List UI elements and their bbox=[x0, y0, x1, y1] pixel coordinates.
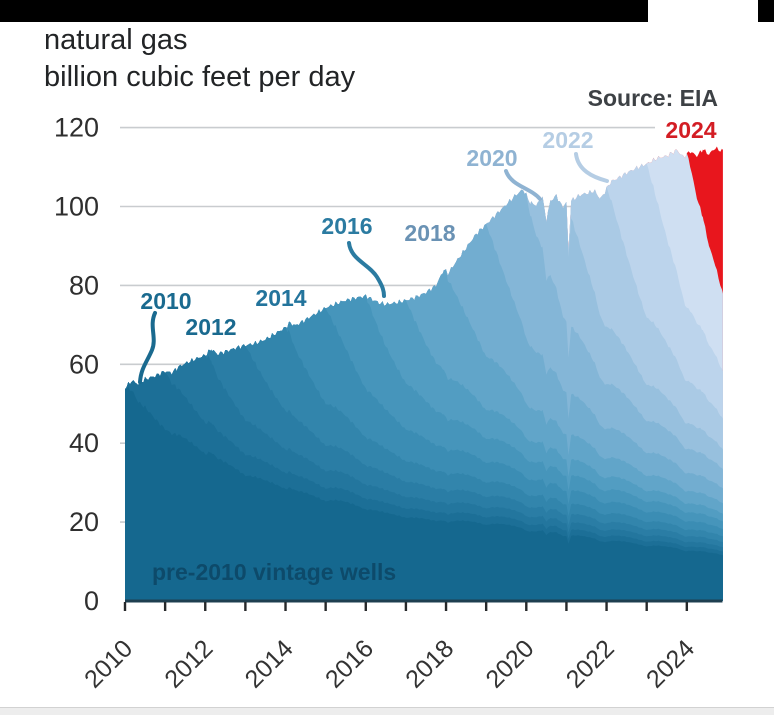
y-tick-label-80: 80 bbox=[69, 270, 99, 300]
bottom-gray-bar bbox=[0, 707, 774, 715]
y-tick-label-20: 20 bbox=[69, 507, 99, 537]
vintage-callout-2024: 2024 bbox=[665, 117, 716, 143]
vintage-callout-2016: 2016 bbox=[321, 213, 372, 239]
x-tick-label-2012: 2012 bbox=[159, 634, 218, 693]
vintage-callout-2010: 2010 bbox=[140, 288, 191, 314]
vintage-callout-2022: 2022 bbox=[542, 127, 593, 153]
leader-2022 bbox=[574, 152, 609, 183]
area-layers bbox=[125, 146, 723, 601]
y-tick-label-40: 40 bbox=[69, 428, 99, 458]
source-label: Source: EIA bbox=[588, 85, 718, 111]
top-right-black-block bbox=[758, 0, 774, 22]
chart-title: natural gas bbox=[44, 24, 188, 56]
x-tick-label-2016: 2016 bbox=[320, 634, 379, 693]
x-tick-label-2020: 2020 bbox=[480, 634, 539, 693]
x-tick-label-2010: 2010 bbox=[79, 634, 138, 693]
vintage-callout-2014: 2014 bbox=[255, 285, 306, 311]
vintage-callout-2018: 2018 bbox=[404, 220, 455, 246]
top-black-bar bbox=[0, 0, 648, 22]
y-tick-label-60: 60 bbox=[69, 349, 99, 379]
vintage-callout-2012: 2012 bbox=[185, 314, 236, 340]
vintage-callout-2020: 2020 bbox=[466, 145, 517, 171]
x-tick-label-2014: 2014 bbox=[240, 634, 299, 693]
x-tick-label-2018: 2018 bbox=[400, 634, 459, 693]
pre-2010-annotation: pre-2010 vintage wells bbox=[152, 559, 396, 585]
x-tick-label-2024: 2024 bbox=[641, 634, 700, 693]
leader-2016 bbox=[347, 241, 386, 298]
y-tick-label-0: 0 bbox=[84, 586, 99, 616]
y-tick-label-120: 120 bbox=[54, 113, 99, 143]
leader-2010 bbox=[138, 311, 157, 384]
callout-leader-lines bbox=[138, 152, 609, 384]
x-tick-label-2022: 2022 bbox=[561, 634, 620, 693]
leader-2020 bbox=[504, 169, 542, 201]
area-layer-pre-2010 bbox=[125, 386, 723, 601]
y-tick-label-100: 100 bbox=[54, 192, 99, 222]
chart-units-subtitle: billion cubic feet per day bbox=[44, 61, 356, 93]
